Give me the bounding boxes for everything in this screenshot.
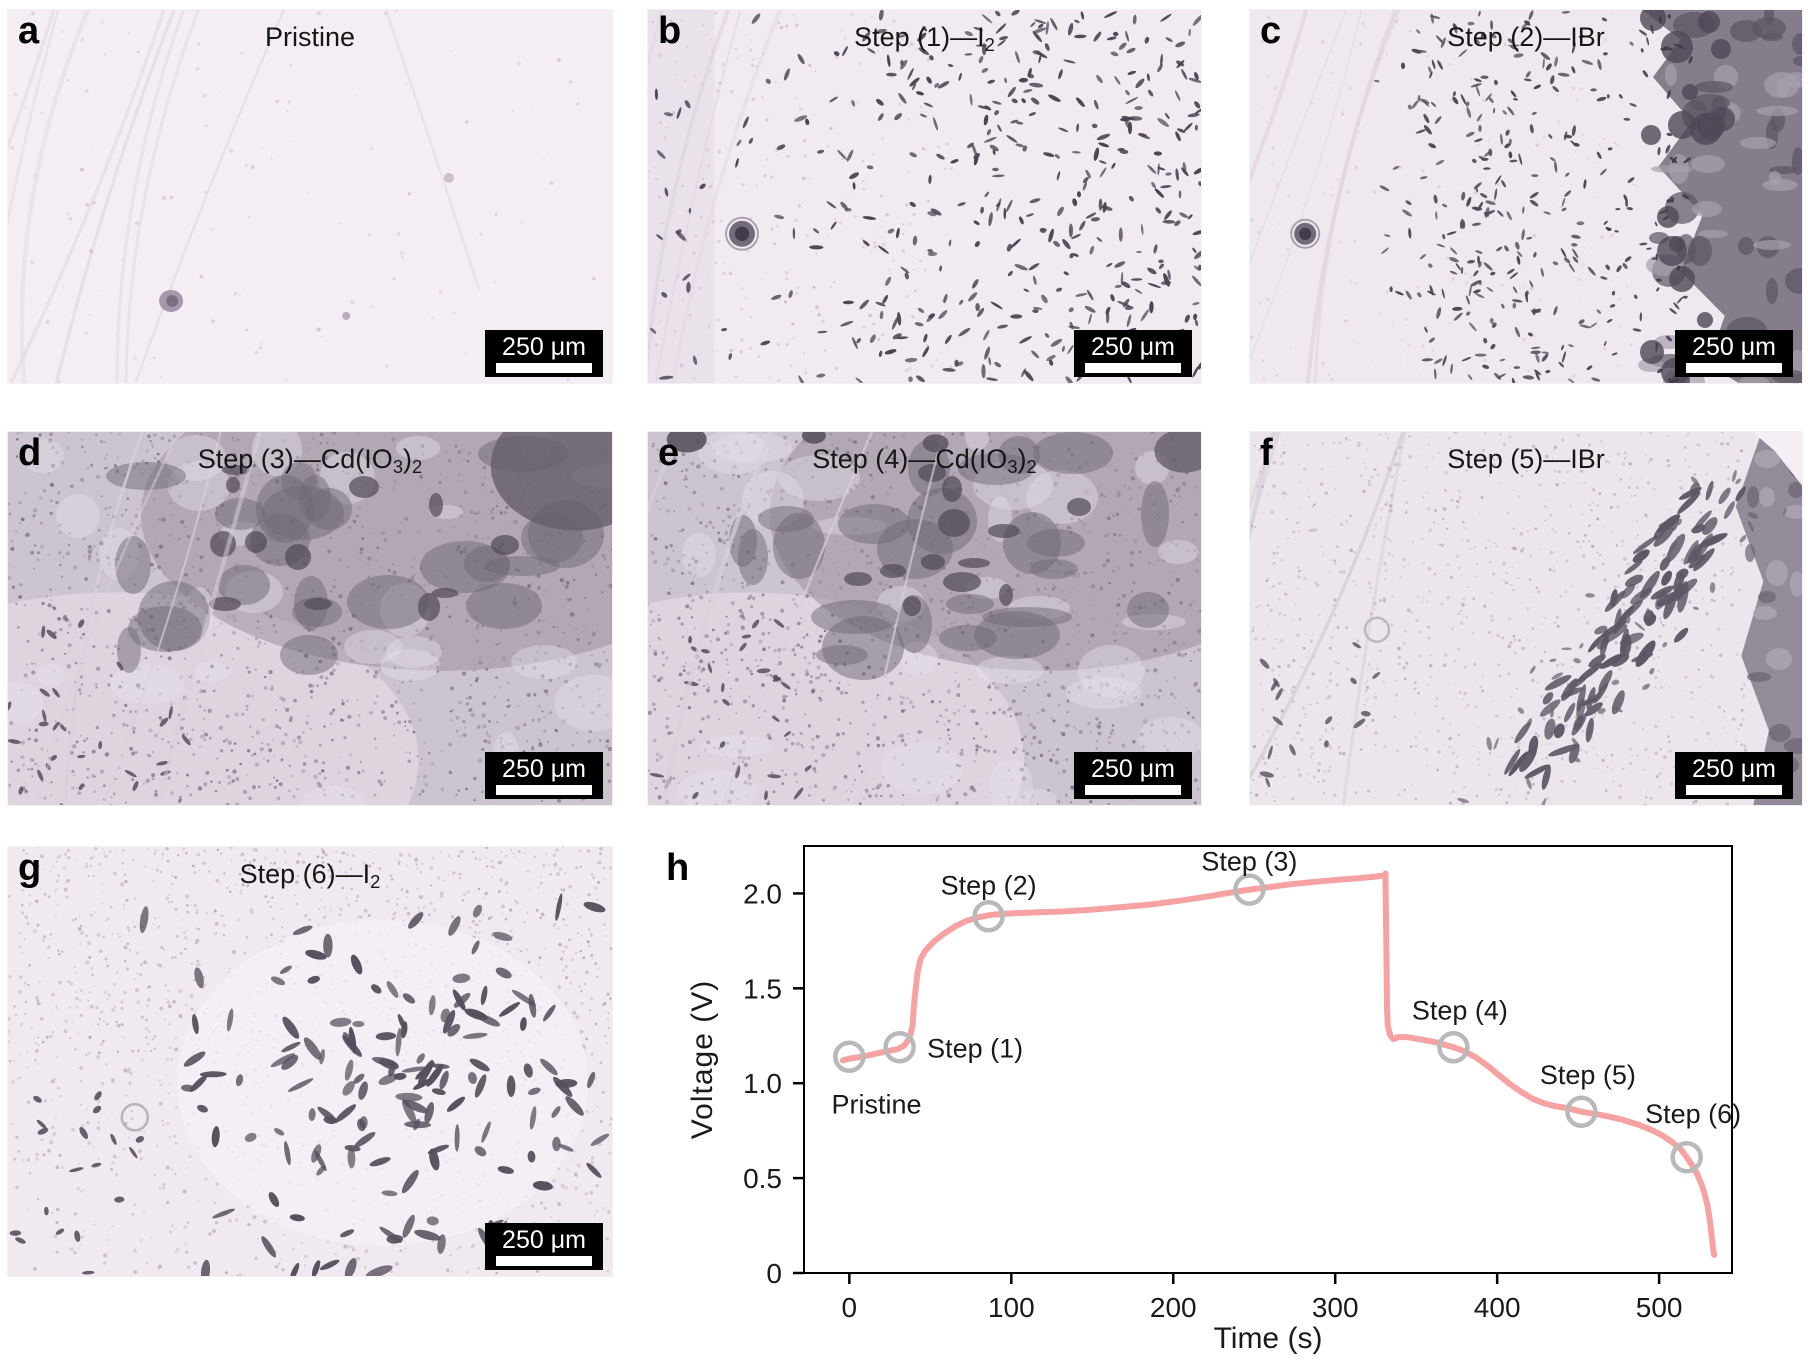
panel-letter-a: a xyxy=(18,10,40,52)
panel-letter-h: h xyxy=(666,847,690,889)
panel-title-d: Step (3)—Cd(IO3)2 xyxy=(197,444,423,478)
panel-letter-f: f xyxy=(1260,432,1273,474)
chart-panel-h: h 0 100 200 300 400 500 0 0.5 1.0 1.5 2.0 Time (s) V… xyxy=(650,845,1808,1362)
scale-bar-rule-f xyxy=(1686,784,1782,795)
scale-bar-d: 250 μm xyxy=(485,752,603,799)
panel-title-b: Step (1)—I2 xyxy=(854,22,995,56)
micrograph-image-d xyxy=(8,432,612,805)
micrograph-panel-f: f Step (5)—IBr 250 μm xyxy=(1250,432,1802,805)
scale-bar-rule-e xyxy=(1085,784,1181,795)
panel-title-f: Step (5)—IBr xyxy=(1447,444,1605,474)
micrograph-panel-g: g Step (6)—I2 250 μm xyxy=(8,847,612,1276)
scale-bar-a: 250 μm xyxy=(485,330,603,377)
scale-bar-label-a: 250 μm xyxy=(502,332,586,361)
panel-title-g: Step (6)—I2 xyxy=(239,859,381,893)
panel-letter-e: e xyxy=(658,432,680,474)
panel-title-c: Step (2)—IBr xyxy=(1447,22,1605,52)
micrograph-image-e xyxy=(648,432,1201,805)
panel-title-a: Pristine xyxy=(264,22,356,52)
micrograph-panel-b: b Step (1)—I2 250 μm xyxy=(648,10,1201,383)
micrograph-image-a xyxy=(8,10,612,383)
micrograph-panel-e: e Step (4)—Cd(IO3)2 250 μm xyxy=(648,432,1201,805)
scale-bar-label-g: 250 μm xyxy=(502,1225,586,1254)
panel-letter-d: d xyxy=(18,432,42,474)
scale-bar-f: 250 μm xyxy=(1675,752,1793,799)
scale-bar-label-f: 250 μm xyxy=(1692,754,1776,783)
micrograph-panel-d: d Step (3)—Cd(IO3)2 250 μm xyxy=(8,432,612,805)
scale-bar-rule-d xyxy=(496,784,592,795)
scale-bar-e: 250 μm xyxy=(1074,752,1192,799)
scale-bar-label-d: 250 μm xyxy=(502,754,586,783)
scale-bar-label-c: 250 μm xyxy=(1692,332,1776,361)
micrograph-image-g xyxy=(8,847,612,1276)
scale-bar-label-e: 250 μm xyxy=(1091,754,1175,783)
scale-bar-label-b: 250 μm xyxy=(1091,332,1175,361)
micrograph-image-b xyxy=(648,10,1201,383)
scale-bar-b: 250 μm xyxy=(1074,330,1192,377)
scale-bar-rule-g xyxy=(496,1255,592,1266)
panel-letter-g: g xyxy=(18,847,42,889)
scale-bar-rule-c xyxy=(1686,362,1782,373)
panel-letter-b: b xyxy=(658,10,682,52)
scale-bar-c: 250 μm xyxy=(1675,330,1793,377)
scale-bar-g: 250 μm xyxy=(485,1223,603,1270)
scale-bar-rule-b xyxy=(1085,362,1181,373)
micrograph-panel-c: c Step (2)—IBr 250 μm xyxy=(1250,10,1802,383)
scale-bar-rule-a xyxy=(496,362,592,373)
micrograph-image-c xyxy=(1250,10,1802,383)
panel-title-e: Step (4)—Cd(IO3)2 xyxy=(812,444,1037,478)
micrograph-panel-a: a Pristine 250 μm xyxy=(8,10,612,383)
micrograph-image-f xyxy=(1250,432,1802,805)
panel-letter-c: c xyxy=(1260,10,1282,52)
